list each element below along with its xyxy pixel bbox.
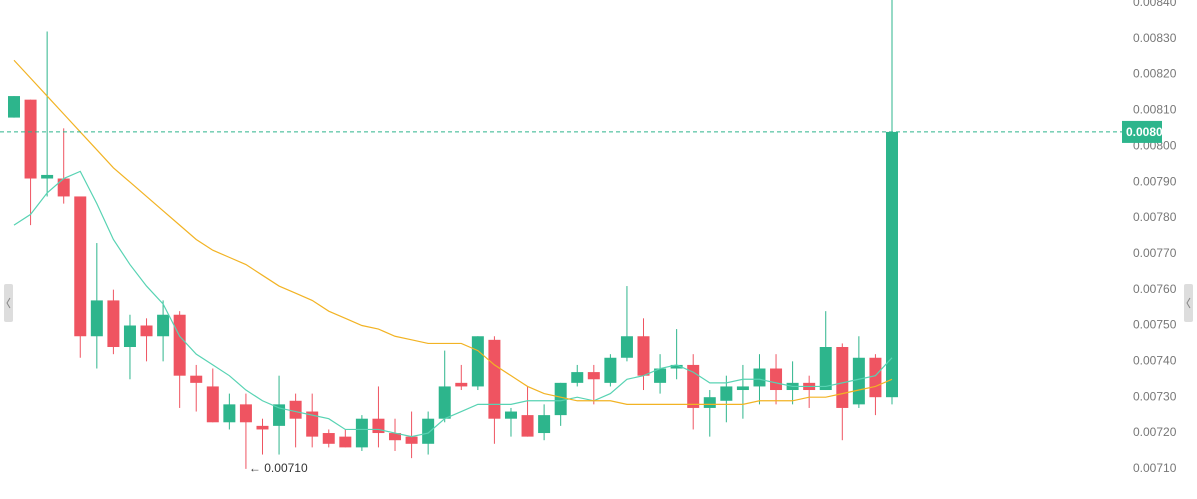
candle-body <box>306 411 319 437</box>
candle-body <box>620 336 633 358</box>
y-tick-label: 0.00810 <box>1133 103 1177 117</box>
candle-body <box>736 386 749 391</box>
candle-body <box>24 99 37 179</box>
candle-body <box>339 436 352 448</box>
y-tick-label: 0.00740 <box>1133 354 1177 368</box>
candle-body <box>886 131 898 398</box>
last-price-label: 0.00804 <box>1126 125 1170 139</box>
candle-body <box>538 415 551 434</box>
candle-body <box>654 368 667 383</box>
candle-body <box>455 382 468 387</box>
candle-body <box>422 418 435 444</box>
candle-body <box>836 347 849 408</box>
candle-body <box>239 404 252 423</box>
y-tick-label: 0.00750 <box>1133 318 1177 332</box>
candle-body <box>273 404 286 426</box>
y-tick-label: 0.00780 <box>1133 210 1177 224</box>
y-tick-label: 0.00790 <box>1133 174 1177 188</box>
candle-body <box>438 386 451 419</box>
scroll-handle[interactable] <box>1184 284 1193 322</box>
candle-body <box>521 415 534 437</box>
y-tick-label: 0.00820 <box>1133 67 1177 81</box>
candle-body <box>123 325 136 348</box>
candle-body <box>471 336 484 387</box>
last-price-box <box>1122 120 1162 143</box>
candle-body <box>703 397 716 408</box>
moving-average <box>13 170 893 438</box>
candle-body <box>256 425 269 430</box>
candle-body <box>687 364 700 408</box>
y-tick-label: 0.00720 <box>1133 425 1177 439</box>
candle-body <box>770 368 783 391</box>
candle-body <box>173 314 186 376</box>
candle-body <box>157 314 170 337</box>
candle-body <box>604 357 617 383</box>
candle-body <box>289 400 302 419</box>
candle-body <box>869 357 882 398</box>
candle-body <box>74 196 87 337</box>
candle-body <box>322 433 335 444</box>
handle-arrow <box>6 297 1191 309</box>
candle-body <box>223 404 236 423</box>
candle-body <box>488 339 501 419</box>
candle-body <box>140 325 153 337</box>
candle-body <box>819 347 832 391</box>
y-tick-label: 0.00730 <box>1133 389 1177 403</box>
candle-body <box>637 336 650 376</box>
y-tick-label: 0.00760 <box>1133 282 1177 296</box>
low-marker-label: ← 0.00710 <box>249 461 308 475</box>
candle-body <box>753 368 766 387</box>
candle-body <box>190 375 203 383</box>
candle-body <box>355 418 368 448</box>
candle-body <box>90 300 103 337</box>
candle-body <box>107 300 120 348</box>
candle-body <box>8 96 20 118</box>
scroll-handle[interactable] <box>4 284 13 322</box>
candle-body <box>720 386 733 401</box>
candle-body <box>41 174 54 179</box>
candle-body <box>670 364 683 369</box>
y-tick-label: 0.00770 <box>1133 246 1177 260</box>
moving-average <box>13 59 893 405</box>
y-tick-label: 0.00830 <box>1133 31 1177 45</box>
y-tick-label: 0.00840 <box>1133 0 1177 9</box>
candle-body <box>571 372 584 383</box>
candle-body <box>389 433 402 441</box>
y-tick-label: 0.00710 <box>1133 461 1177 475</box>
candle-body <box>504 411 517 419</box>
candle-body <box>852 357 865 405</box>
candle-body <box>554 382 567 416</box>
candle-body <box>57 178 70 197</box>
candle-body <box>587 372 600 380</box>
candle-body <box>405 436 418 444</box>
candle-body <box>206 386 219 423</box>
